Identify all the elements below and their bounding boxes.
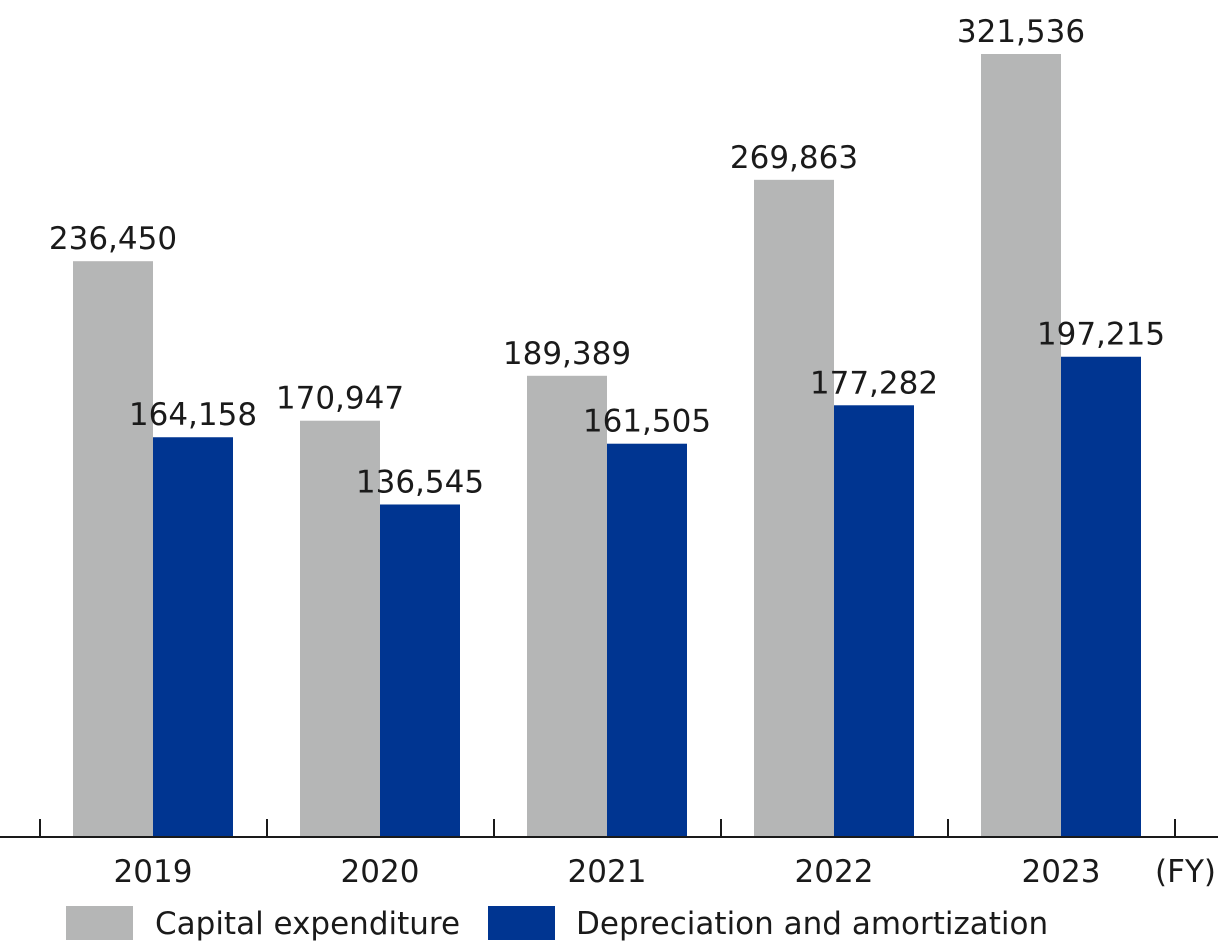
data-label-depreciation-and-amortization-2020: 136,545 xyxy=(356,464,484,500)
bars-layer xyxy=(73,54,1141,837)
data-label-depreciation-and-amortization-2023: 197,215 xyxy=(1037,317,1165,353)
x-tick-label-2020: 2020 xyxy=(341,854,420,890)
x-ticks-layer: 2019 2020 2021 2022 2023 xyxy=(39,819,1176,890)
bar-depreciation-and-amortization-2023 xyxy=(1061,356,1141,837)
value-labels-layer: 236,450 164,158 170,947 136,545 189,389 161,5… xyxy=(49,14,1165,500)
bar-capital-expenditure-2023 xyxy=(981,54,1061,837)
bar-depreciation-and-amortization-2019 xyxy=(153,437,233,837)
x-unit-label: (FY) xyxy=(1155,854,1216,890)
data-label-capital-expenditure-2022: 269,863 xyxy=(730,140,858,176)
legend-swatch-capital-expenditure xyxy=(66,906,133,940)
data-label-capital-expenditure-2021: 189,389 xyxy=(503,336,631,372)
bar-capital-expenditure-2021 xyxy=(527,375,607,837)
bar-capital-expenditure-2022 xyxy=(754,179,834,837)
data-label-depreciation-and-amortization-2021: 161,505 xyxy=(583,404,711,440)
legend: Capital expenditure Depreciation and amo… xyxy=(66,906,1048,942)
legend-label-capital-expenditure: Capital expenditure xyxy=(155,906,460,942)
data-label-capital-expenditure-2023: 321,536 xyxy=(957,14,1085,50)
bar-depreciation-and-amortization-2021 xyxy=(607,443,687,837)
x-tick-label-2021: 2021 xyxy=(568,854,647,890)
bar-capital-expenditure-2019 xyxy=(73,261,153,837)
legend-label-depreciation-amortization: Depreciation and amortization xyxy=(576,906,1048,942)
bar-depreciation-and-amortization-2020 xyxy=(380,504,460,837)
bar-capital-expenditure-2020 xyxy=(300,420,380,837)
data-label-capital-expenditure-2020: 170,947 xyxy=(276,381,404,417)
x-tick-label-2022: 2022 xyxy=(795,854,874,890)
x-tick-label-2023: 2023 xyxy=(1022,854,1101,890)
data-label-capital-expenditure-2019: 236,450 xyxy=(49,221,177,257)
legend-swatch-depreciation-amortization xyxy=(488,906,555,940)
data-label-depreciation-and-amortization-2022: 177,282 xyxy=(810,365,938,401)
x-tick-label-2019: 2019 xyxy=(114,854,193,890)
bar-depreciation-and-amortization-2022 xyxy=(834,405,914,837)
data-label-depreciation-and-amortization-2019: 164,158 xyxy=(129,397,257,433)
